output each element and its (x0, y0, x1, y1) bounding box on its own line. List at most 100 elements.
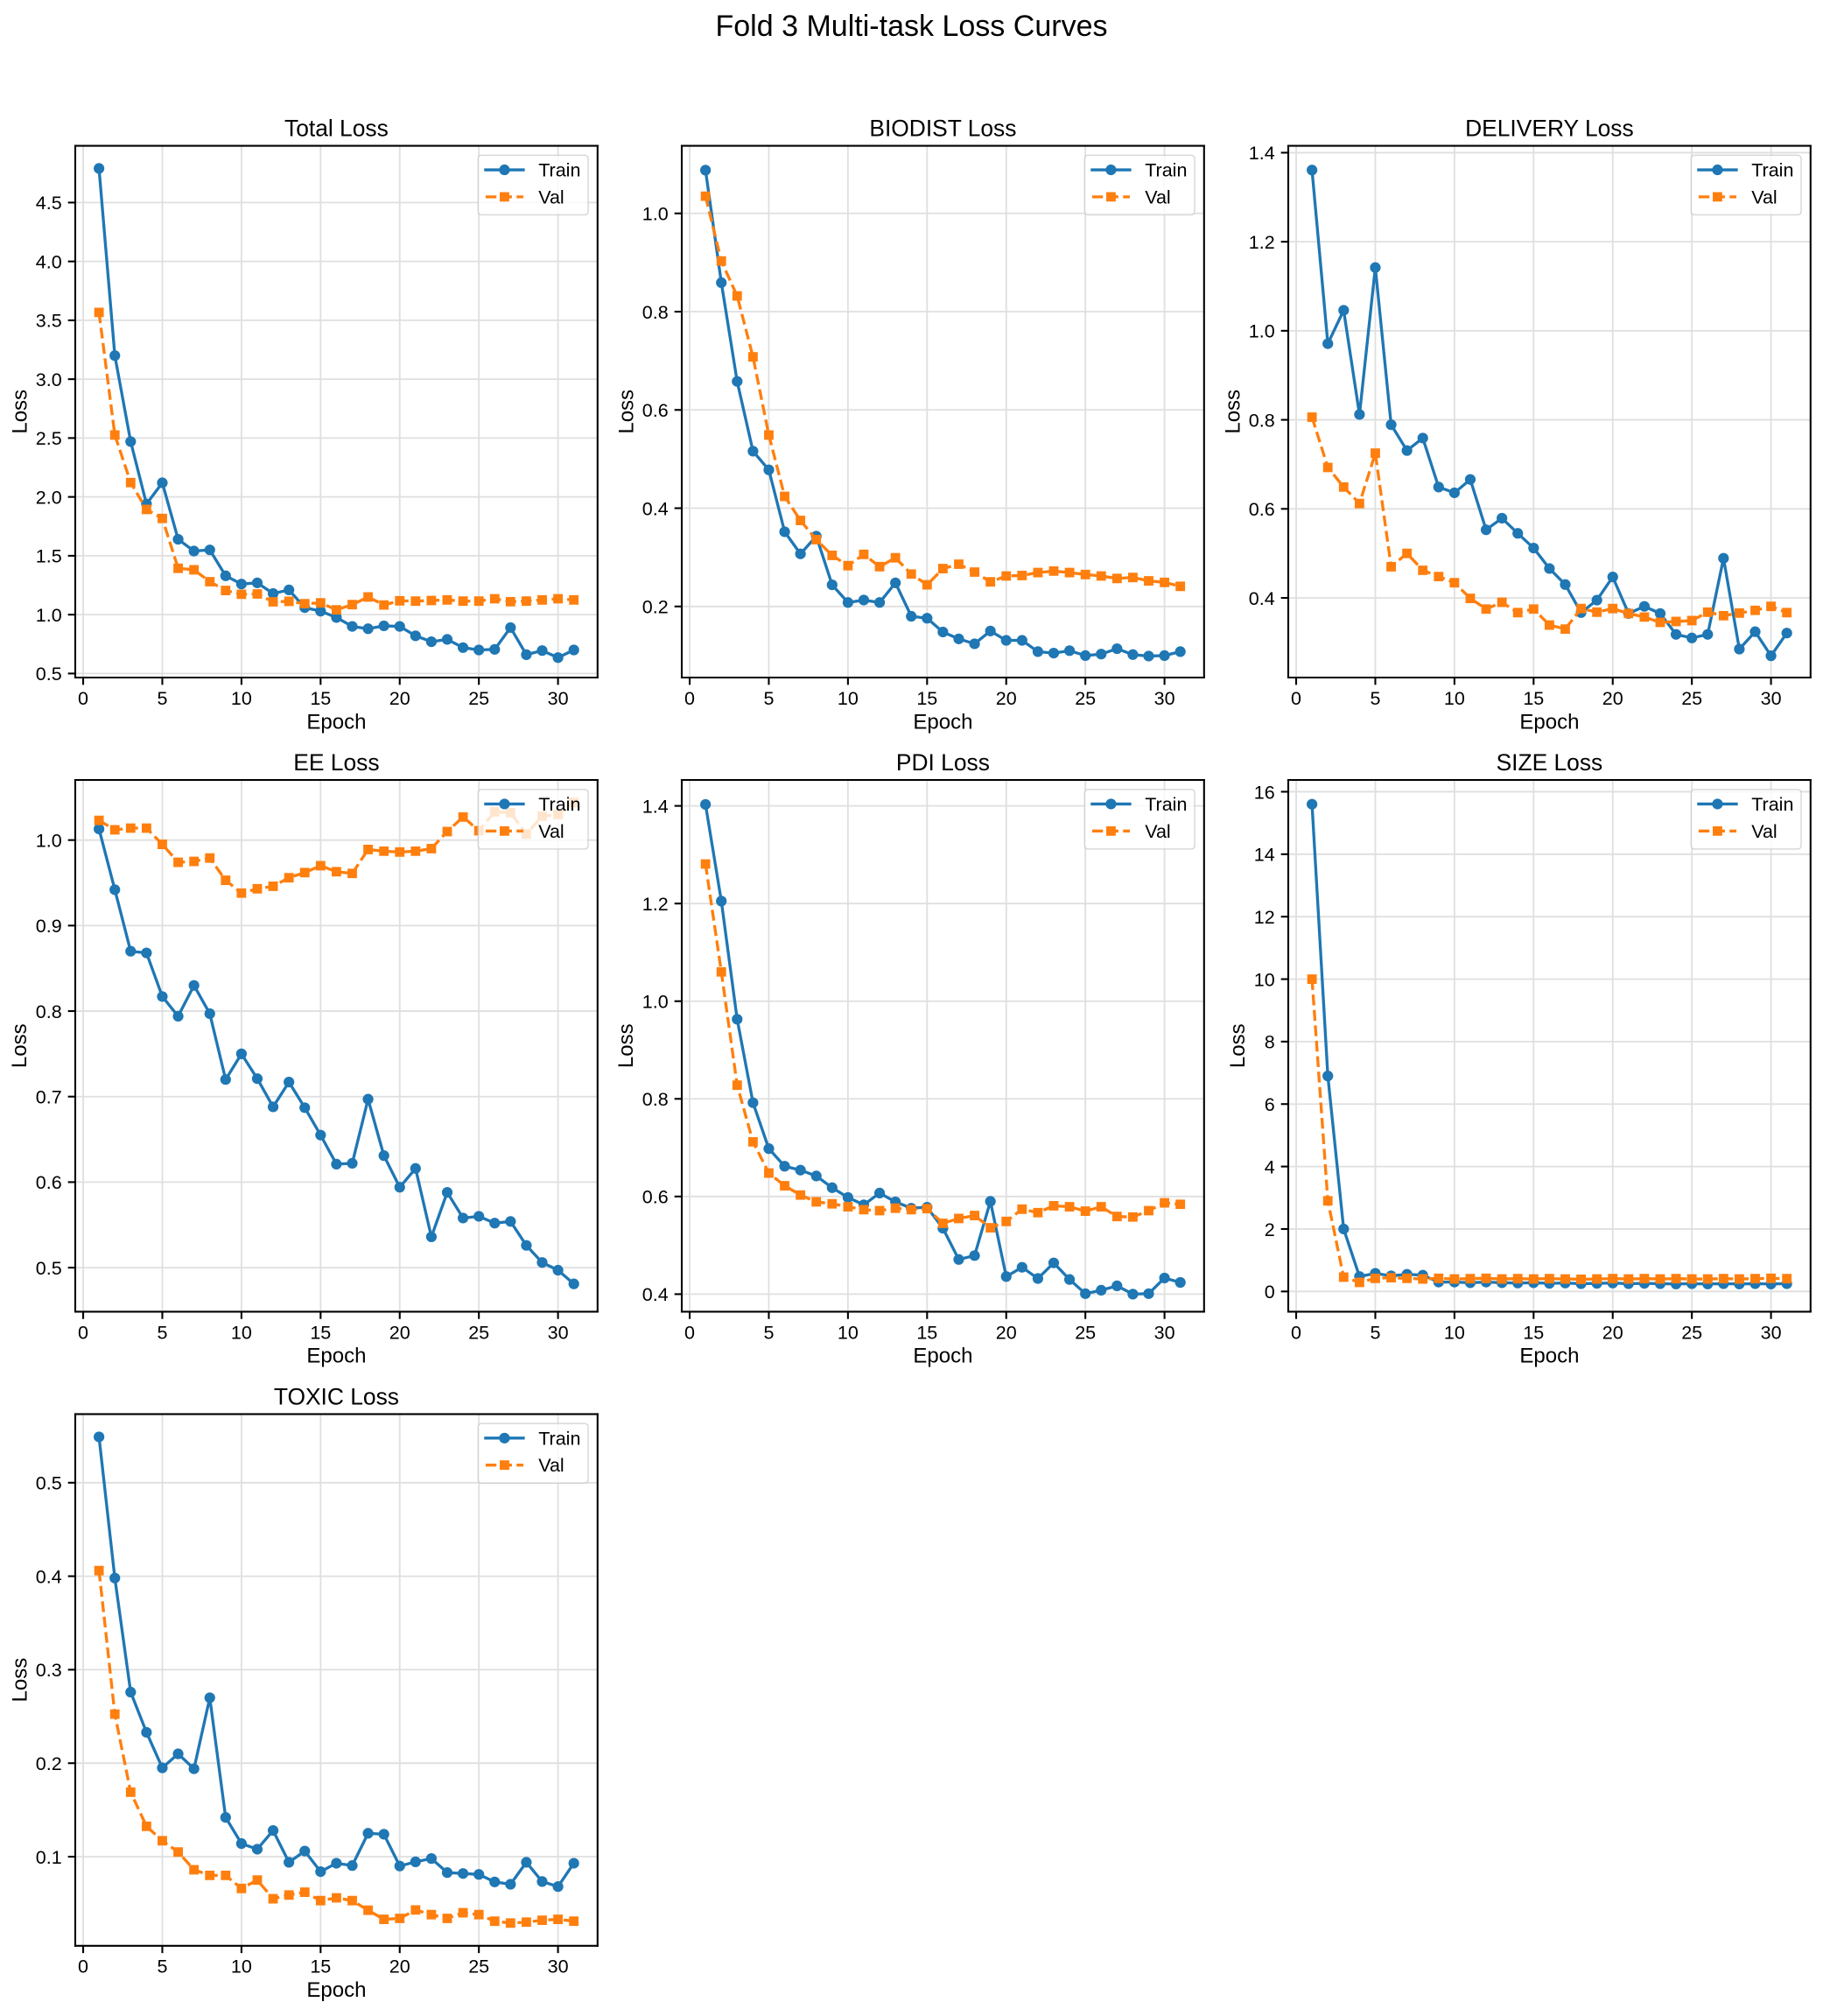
svg-text:Epoch: Epoch (1519, 1345, 1579, 1368)
svg-text:10: 10 (231, 1322, 252, 1343)
svg-text:15: 15 (916, 688, 937, 709)
svg-text:Val: Val (1145, 821, 1171, 842)
svg-text:10: 10 (1444, 688, 1465, 709)
svg-text:20: 20 (996, 688, 1017, 709)
svg-text:Epoch: Epoch (306, 710, 366, 734)
svg-text:30: 30 (1154, 1322, 1175, 1343)
svg-text:0.8: 0.8 (36, 1001, 62, 1022)
svg-text:Val: Val (538, 1455, 564, 1476)
svg-text:20: 20 (1602, 688, 1623, 709)
svg-text:Train: Train (538, 160, 580, 181)
svg-text:Val: Val (1751, 821, 1777, 842)
svg-text:Total Loss: Total Loss (284, 115, 389, 141)
svg-text:20: 20 (389, 1322, 410, 1343)
svg-text:Loss: Loss (8, 1023, 32, 1068)
svg-text:0.8: 0.8 (1249, 410, 1275, 431)
svg-text:0: 0 (1291, 688, 1301, 709)
svg-text:20: 20 (389, 688, 410, 709)
svg-text:0: 0 (684, 688, 695, 709)
svg-text:10: 10 (838, 1322, 859, 1343)
svg-text:0.7: 0.7 (36, 1087, 62, 1108)
svg-text:0.4: 0.4 (642, 1284, 669, 1305)
svg-text:0: 0 (1265, 1282, 1275, 1303)
svg-text:Train: Train (1751, 794, 1793, 815)
svg-text:Loss: Loss (8, 390, 32, 434)
svg-text:10: 10 (1254, 969, 1275, 990)
svg-text:16: 16 (1254, 782, 1275, 803)
svg-text:0.5: 0.5 (36, 1258, 62, 1279)
svg-text:SIZE Loss: SIZE Loss (1497, 749, 1603, 776)
svg-text:0.5: 0.5 (36, 664, 62, 685)
svg-text:0.2: 0.2 (36, 1753, 62, 1774)
svg-text:4.5: 4.5 (36, 193, 62, 214)
svg-text:30: 30 (1761, 688, 1782, 709)
svg-text:25: 25 (1075, 1322, 1096, 1343)
svg-text:15: 15 (310, 688, 331, 709)
svg-text:BIODIST Loss: BIODIST Loss (869, 115, 1016, 141)
svg-text:2.5: 2.5 (36, 428, 62, 449)
svg-text:15: 15 (1523, 1322, 1544, 1343)
svg-text:Train: Train (1751, 160, 1793, 181)
svg-text:2: 2 (1265, 1219, 1275, 1240)
svg-text:Train: Train (1145, 160, 1187, 181)
svg-text:0: 0 (78, 1322, 88, 1343)
svg-text:0: 0 (78, 688, 88, 709)
svg-text:25: 25 (1681, 1322, 1702, 1343)
svg-text:PDI Loss: PDI Loss (896, 749, 990, 776)
svg-text:25: 25 (468, 1956, 489, 1977)
svg-text:1.0: 1.0 (36, 605, 62, 626)
svg-text:20: 20 (1602, 1322, 1623, 1343)
svg-text:15: 15 (310, 1322, 331, 1343)
svg-text:1.5: 1.5 (36, 546, 62, 567)
svg-text:0.5: 0.5 (36, 1473, 62, 1494)
svg-text:25: 25 (468, 1322, 489, 1343)
svg-text:Epoch: Epoch (306, 1978, 366, 2002)
svg-text:10: 10 (231, 688, 252, 709)
svg-text:Fold 3 Multi-task Loss Curves: Fold 3 Multi-task Loss Curves (715, 10, 1107, 43)
svg-text:20: 20 (389, 1956, 410, 1977)
svg-text:1.4: 1.4 (1249, 143, 1275, 164)
svg-text:0.6: 0.6 (642, 1187, 669, 1208)
svg-text:0.6: 0.6 (1249, 499, 1275, 520)
svg-text:Epoch: Epoch (306, 1345, 366, 1368)
svg-text:1.4: 1.4 (642, 796, 669, 817)
svg-text:5: 5 (763, 1322, 774, 1343)
svg-text:30: 30 (548, 1956, 569, 1977)
svg-text:0.3: 0.3 (36, 1660, 62, 1681)
svg-text:5: 5 (157, 1322, 167, 1343)
svg-text:Epoch: Epoch (913, 710, 972, 734)
svg-text:30: 30 (548, 1322, 569, 1343)
svg-text:6: 6 (1265, 1094, 1275, 1115)
svg-text:Epoch: Epoch (1519, 710, 1579, 734)
svg-text:5: 5 (763, 688, 774, 709)
svg-text:30: 30 (1761, 1322, 1782, 1343)
svg-text:25: 25 (1681, 688, 1702, 709)
svg-text:3.5: 3.5 (36, 311, 62, 332)
svg-text:EE Loss: EE Loss (293, 749, 379, 776)
svg-text:0.2: 0.2 (642, 597, 669, 618)
svg-text:1.0: 1.0 (642, 204, 669, 225)
svg-text:12: 12 (1254, 907, 1275, 928)
svg-text:0.6: 0.6 (36, 1172, 62, 1193)
svg-text:25: 25 (1075, 688, 1096, 709)
svg-text:10: 10 (838, 688, 859, 709)
svg-text:0.9: 0.9 (36, 916, 62, 937)
svg-text:1.2: 1.2 (1249, 232, 1275, 253)
svg-text:Train: Train (538, 794, 580, 815)
svg-text:5: 5 (1370, 688, 1380, 709)
svg-text:8: 8 (1265, 1032, 1275, 1053)
svg-text:0.4: 0.4 (1249, 588, 1275, 609)
svg-text:Train: Train (1145, 794, 1187, 815)
svg-text:30: 30 (548, 688, 569, 709)
svg-text:TOXIC Loss: TOXIC Loss (274, 1383, 399, 1409)
svg-text:20: 20 (996, 1322, 1017, 1343)
svg-text:3.0: 3.0 (36, 369, 62, 390)
svg-text:15: 15 (1523, 688, 1544, 709)
svg-text:DELIVERY Loss: DELIVERY Loss (1465, 115, 1634, 141)
svg-text:0: 0 (684, 1322, 695, 1343)
svg-text:0.8: 0.8 (642, 302, 669, 323)
svg-text:15: 15 (916, 1322, 937, 1343)
svg-text:14: 14 (1254, 845, 1275, 866)
svg-text:10: 10 (1444, 1322, 1465, 1343)
svg-text:Loss: Loss (1221, 390, 1245, 434)
